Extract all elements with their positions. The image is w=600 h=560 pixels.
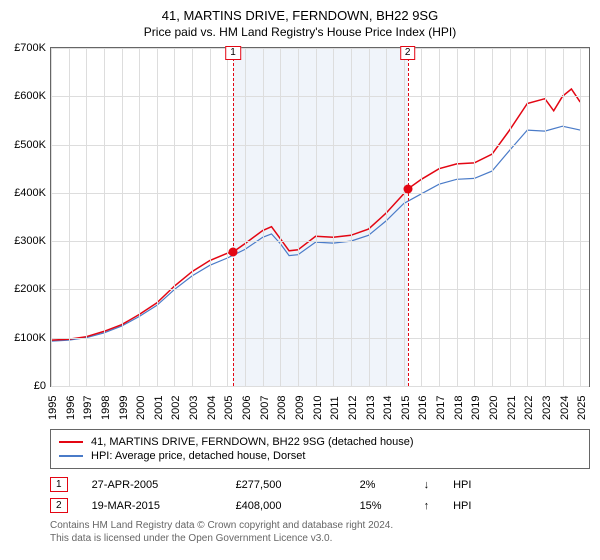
footer-line: Contains HM Land Registry data © Crown c… (50, 519, 590, 532)
x-axis-label: 1997 (82, 396, 94, 420)
legend-label: 41, MARTINS DRIVE, FERNDOWN, BH22 9SG (d… (91, 436, 414, 448)
x-axis-label: 1995 (47, 396, 59, 420)
x-axis-label: 2021 (506, 396, 518, 420)
x-axis-label: 2007 (259, 396, 271, 420)
event-marker-dot (229, 248, 238, 257)
y-axis-label: £400K (1, 187, 46, 199)
x-axis-label: 2016 (417, 396, 429, 420)
x-axis-label: 2005 (223, 396, 235, 420)
footer-line: This data is licensed under the Open Gov… (50, 532, 590, 545)
x-axis-label: 2019 (470, 396, 482, 420)
y-axis-label: £300K (1, 235, 46, 247)
event-marker-dot (403, 184, 412, 193)
x-axis-label: 2023 (541, 396, 553, 420)
x-axis-label: 2018 (453, 396, 465, 420)
x-axis-label: 2004 (206, 396, 218, 420)
y-axis-label: £200K (1, 283, 46, 295)
chart-plot-area: £0£100K£200K£300K£400K£500K£600K£700K199… (50, 47, 590, 387)
chart-subtitle: Price paid vs. HM Land Registry's House … (0, 25, 600, 39)
legend-swatch-icon (59, 441, 83, 443)
event-pct: 2% (360, 479, 400, 491)
x-axis-label: 2014 (382, 396, 394, 420)
event-vs: HPI (453, 500, 471, 512)
y-axis-label: £700K (1, 42, 46, 54)
y-axis-label: £500K (1, 139, 46, 151)
event-marker-badge: 2 (400, 46, 416, 60)
y-axis-label: £100K (1, 332, 46, 344)
events-table: 1 27-APR-2005 £277,500 2% ↓ HPI 2 19-MAR… (50, 477, 590, 513)
y-axis-label: £600K (1, 90, 46, 102)
event-date: 27-APR-2005 (92, 479, 212, 491)
event-row: 1 27-APR-2005 £277,500 2% ↓ HPI (50, 477, 590, 492)
x-axis-label: 2017 (435, 396, 447, 420)
x-axis-label: 2011 (329, 396, 341, 420)
x-axis-label: 2006 (241, 396, 253, 420)
chart-footer: Contains HM Land Registry data © Crown c… (50, 519, 590, 545)
event-marker-badge: 1 (225, 46, 241, 60)
legend-row: 41, MARTINS DRIVE, FERNDOWN, BH22 9SG (d… (59, 436, 581, 448)
x-axis-label: 1998 (100, 396, 112, 420)
x-axis-label: 2010 (312, 396, 324, 420)
event-number-badge: 2 (50, 498, 68, 513)
x-axis-label: 2024 (559, 396, 571, 420)
chart-lines-svg (51, 48, 589, 386)
x-axis-label: 2012 (347, 396, 359, 420)
x-axis-label: 2000 (135, 396, 147, 420)
event-row: 2 19-MAR-2015 £408,000 15% ↑ HPI (50, 498, 590, 513)
y-axis-label: £0 (1, 380, 46, 392)
event-price: £408,000 (236, 500, 336, 512)
x-axis-label: 2022 (523, 396, 535, 420)
x-axis-label: 2015 (400, 396, 412, 420)
x-axis-label: 2009 (294, 396, 306, 420)
chart-container: 41, MARTINS DRIVE, FERNDOWN, BH22 9SG Pr… (0, 0, 600, 560)
event-date: 19-MAR-2015 (92, 500, 212, 512)
x-axis-label: 2013 (365, 396, 377, 420)
legend-swatch-icon (59, 455, 83, 457)
legend-row: HPI: Average price, detached house, Dors… (59, 450, 581, 462)
chart-titles: 41, MARTINS DRIVE, FERNDOWN, BH22 9SG Pr… (0, 0, 600, 41)
event-number-badge: 1 (50, 477, 68, 492)
x-axis-label: 2001 (153, 396, 165, 420)
x-axis-label: 2008 (276, 396, 288, 420)
arrow-down-icon: ↓ (424, 479, 430, 491)
chart-legend: 41, MARTINS DRIVE, FERNDOWN, BH22 9SG (d… (50, 429, 590, 469)
x-axis-label: 2020 (488, 396, 500, 420)
x-axis-label: 1999 (118, 396, 130, 420)
x-axis-label: 2003 (188, 396, 200, 420)
event-price: £277,500 (236, 479, 336, 491)
x-axis-label: 1996 (65, 396, 77, 420)
legend-label: HPI: Average price, detached house, Dors… (91, 450, 305, 462)
event-pct: 15% (360, 500, 400, 512)
x-axis-label: 2002 (170, 396, 182, 420)
x-axis-label: 2025 (576, 396, 588, 420)
arrow-up-icon: ↑ (424, 500, 430, 512)
chart-title: 41, MARTINS DRIVE, FERNDOWN, BH22 9SG (0, 8, 600, 23)
event-vs: HPI (453, 479, 471, 491)
